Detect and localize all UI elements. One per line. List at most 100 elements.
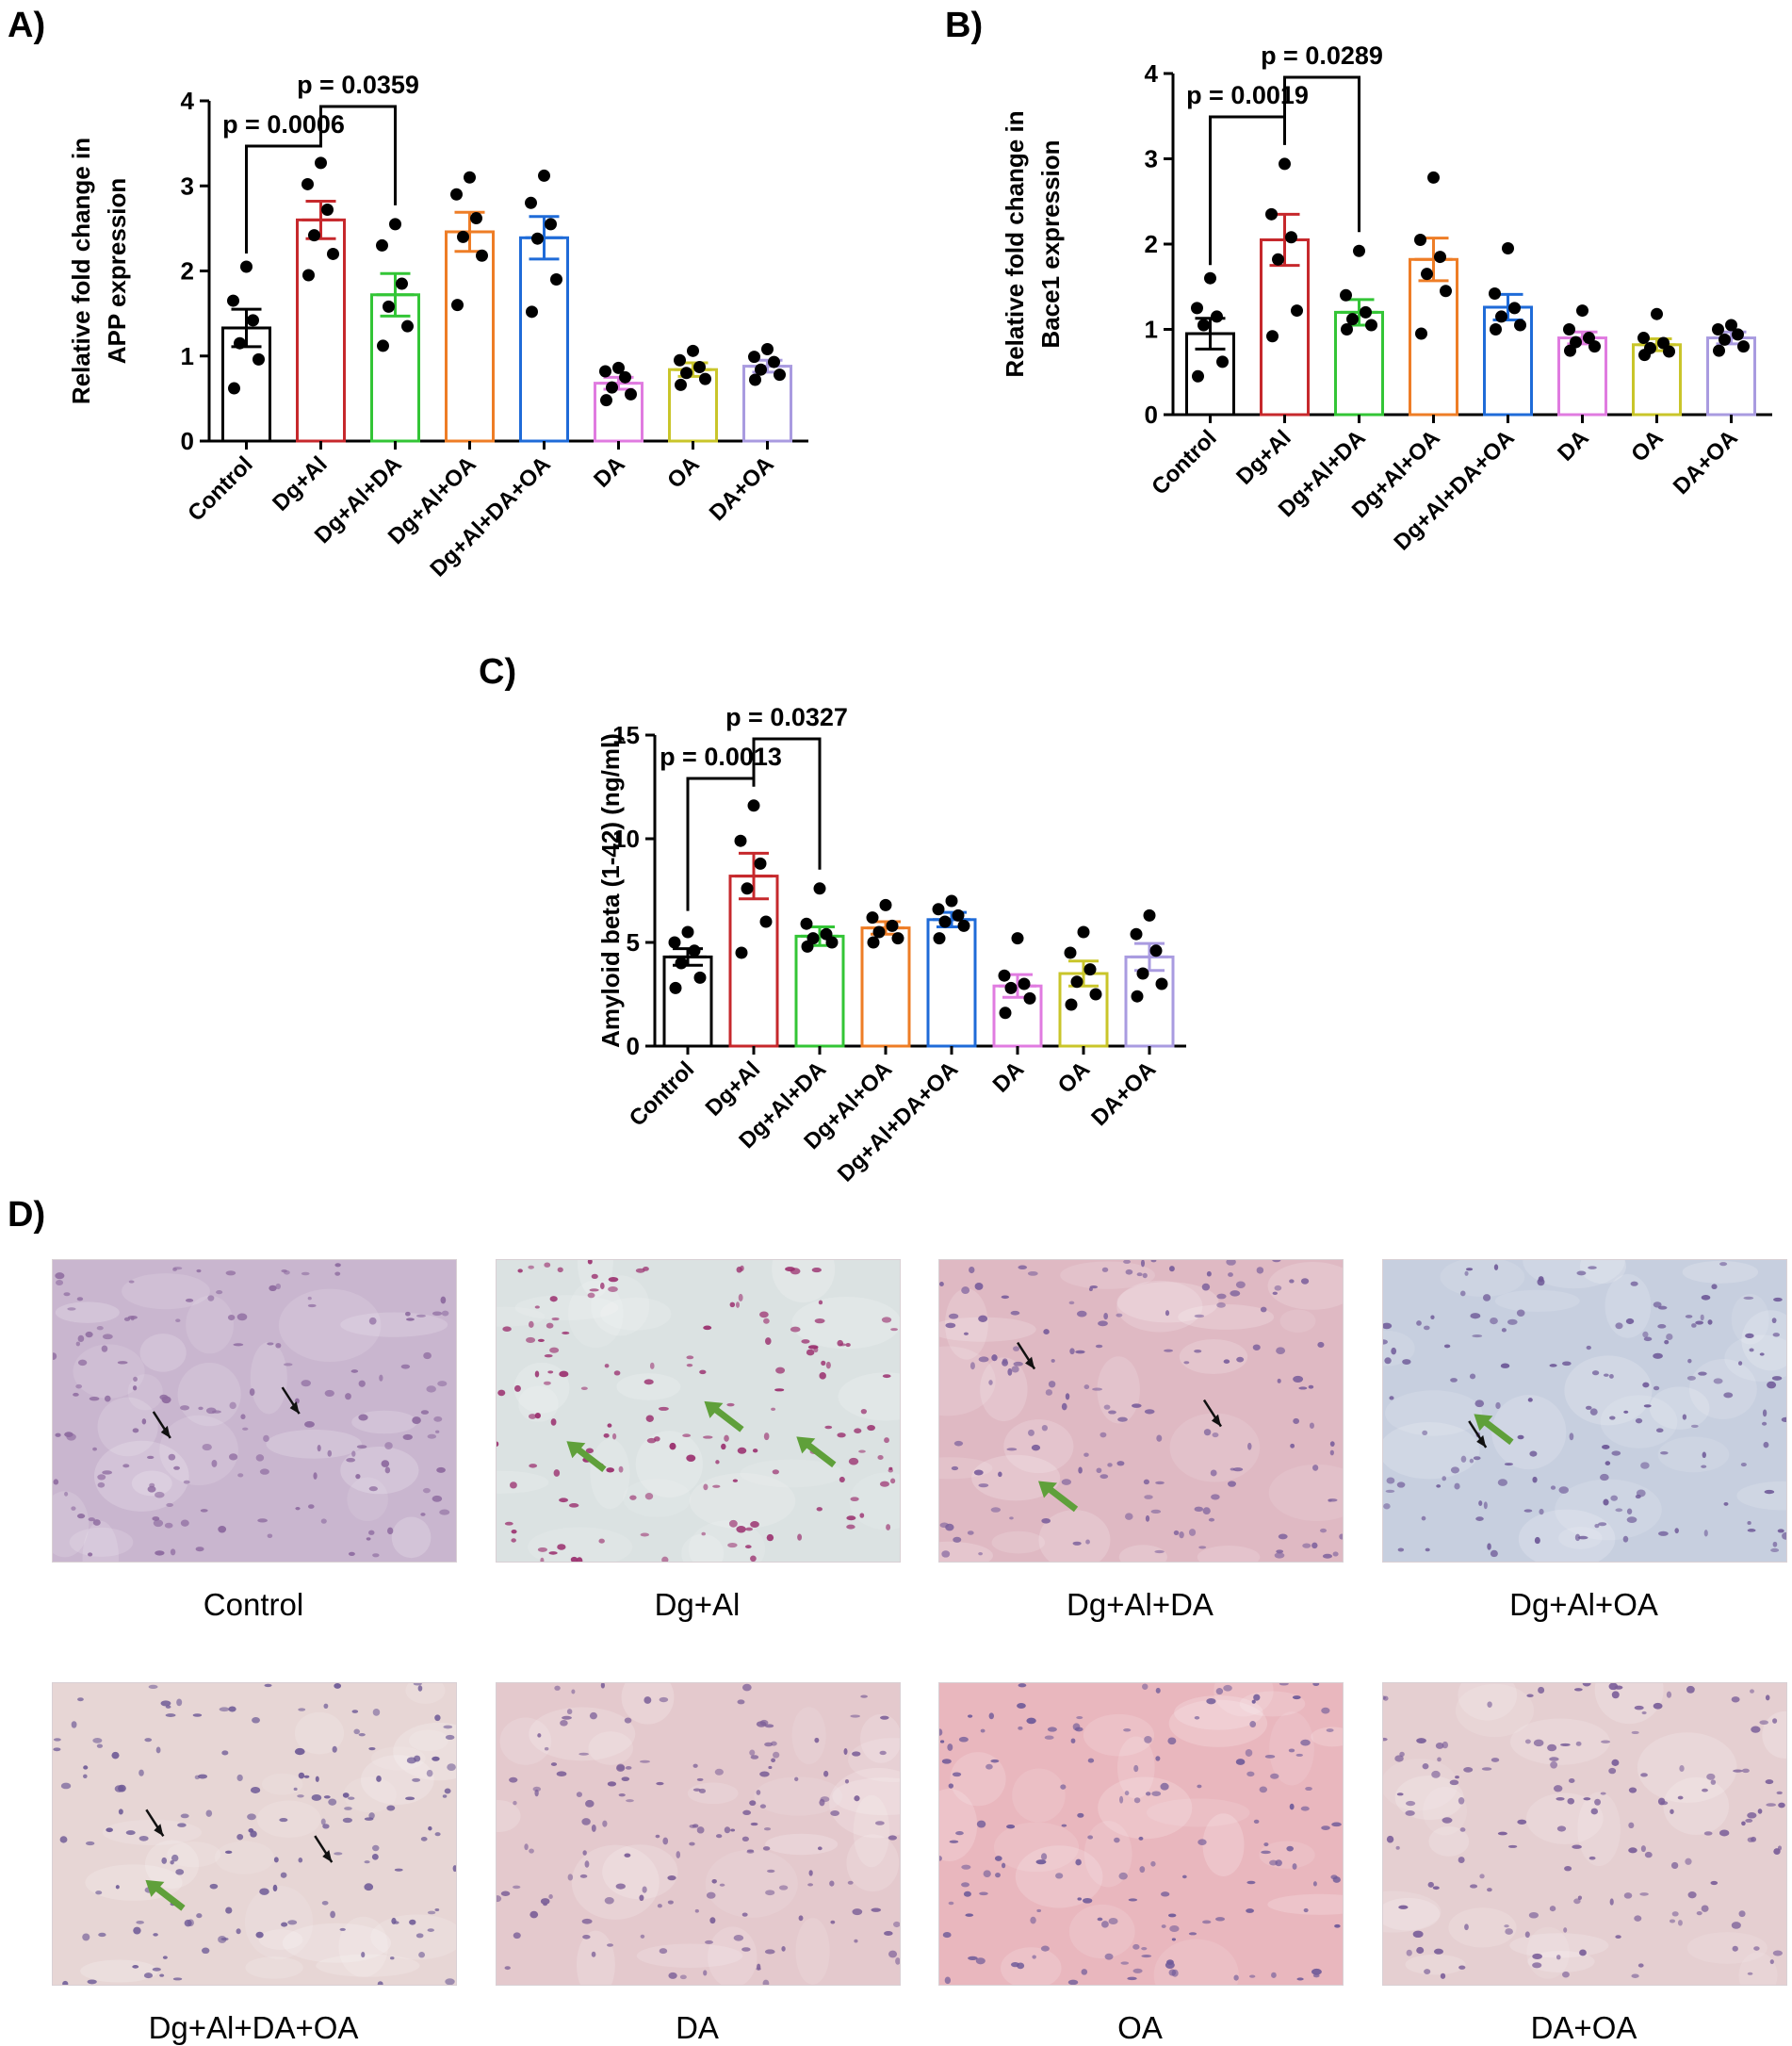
cell-nucleus (764, 1949, 775, 1955)
tissue-texture (343, 1776, 397, 1813)
data-point (872, 925, 886, 939)
cell-nucleus (334, 1263, 341, 1268)
cell-nucleus (372, 1844, 380, 1852)
cell-nucleus (980, 1728, 986, 1733)
data-point (820, 927, 833, 941)
cell-nucleus (1626, 1516, 1637, 1523)
cell-nucleus (55, 1432, 61, 1437)
cell-nucleus (682, 1433, 692, 1438)
data-point (1285, 231, 1297, 244)
tissue-texture (991, 1530, 1046, 1554)
cell-nucleus (1603, 1498, 1609, 1506)
cell-nucleus (427, 1433, 437, 1439)
cell-nucleus (764, 1724, 774, 1728)
cell-nucleus (412, 1777, 421, 1782)
cell-nucleus (611, 1432, 617, 1440)
micrograph-caption: DA+OA (1530, 2010, 1637, 2045)
cell-nucleus (102, 1334, 113, 1340)
cell-nucleus (393, 1921, 399, 1924)
cell-nucleus (797, 1533, 803, 1541)
cell-nucleus (1568, 1777, 1575, 1784)
cell-nucleus (353, 1728, 360, 1735)
data-point (619, 370, 631, 384)
data-point (1340, 288, 1352, 302)
micrograph-caption: Dg+Al+OA (1509, 1587, 1658, 1622)
cell-nucleus (409, 1919, 416, 1925)
cell-nucleus (578, 1752, 589, 1756)
x-tick-label: Dg+Al (701, 1056, 766, 1121)
cell-nucleus (1731, 1696, 1740, 1703)
cell-nucleus (364, 1883, 374, 1891)
cell-nucleus (750, 1755, 759, 1760)
data-point (1089, 988, 1102, 1001)
cell-nucleus (85, 1331, 93, 1338)
cell-nucleus (1749, 1348, 1754, 1352)
bar-dg-al (728, 875, 779, 1048)
cell-nucleus (845, 1343, 851, 1348)
cell-nucleus (284, 1269, 290, 1275)
cell-nucleus (1608, 1767, 1617, 1775)
x-tick-label: Control (1147, 425, 1221, 499)
cell-nucleus (1686, 1685, 1695, 1694)
cell-nucleus (1068, 1301, 1075, 1305)
tissue-texture (82, 1520, 120, 1562)
cell-nucleus (1421, 1515, 1426, 1521)
data-point (675, 957, 688, 970)
cell-nucleus (1246, 1908, 1255, 1913)
cell-nucleus (504, 1521, 513, 1526)
cell-nucleus (1290, 1443, 1295, 1449)
cell-nucleus (295, 1506, 301, 1511)
cell-nucleus (608, 1276, 619, 1283)
cell-nucleus (389, 1956, 395, 1960)
cell-nucleus (559, 1498, 569, 1503)
cell-nucleus (1151, 1791, 1162, 1796)
cell-nucleus (528, 1265, 534, 1269)
tissue-texture (1116, 1282, 1219, 1323)
cell-nucleus (1194, 1715, 1200, 1720)
cell-nucleus (1271, 1972, 1277, 1978)
cell-nucleus (1641, 1710, 1647, 1715)
cell-nucleus (998, 1471, 1002, 1478)
cell-nucleus (433, 1416, 443, 1422)
cell-nucleus (579, 1874, 588, 1878)
cell-nucleus (1212, 1432, 1219, 1438)
cell-nucleus (1747, 1972, 1753, 1975)
cell-nucleus (1698, 1371, 1707, 1376)
cell-nucleus (1386, 1835, 1394, 1843)
cell-nucleus (599, 1282, 605, 1290)
cell-nucleus (618, 1792, 626, 1797)
tissue-texture (256, 1800, 321, 1839)
cell-nucleus (1116, 1461, 1125, 1466)
cell-nucleus (1585, 1405, 1592, 1410)
cell-nucleus (953, 1536, 962, 1543)
panel-label-d: D) (8, 1195, 46, 1235)
cell-nucleus (1442, 1817, 1453, 1824)
cell-nucleus (1576, 1270, 1587, 1276)
cell-nucleus (1278, 1533, 1288, 1540)
cell-nucleus (829, 1880, 835, 1887)
cell-nucleus (118, 1809, 123, 1815)
cell-nucleus (148, 1684, 158, 1689)
cell-nucleus (750, 1822, 758, 1826)
cell-nucleus (649, 1362, 655, 1369)
data-point (1502, 242, 1514, 255)
cell-nucleus (1300, 1806, 1310, 1811)
cell-nucleus (662, 1837, 669, 1845)
cell-nucleus (534, 1305, 540, 1309)
cell-nucleus (719, 1883, 725, 1887)
cell-nucleus (1235, 1759, 1246, 1765)
cell-nucleus (161, 1396, 171, 1404)
cell-nucleus (227, 1314, 236, 1321)
cell-nucleus (220, 1937, 229, 1941)
tissue-texture (513, 1362, 570, 1414)
cell-nucleus (162, 1956, 168, 1959)
cell-nucleus (1707, 1319, 1713, 1325)
cell-nucleus (1481, 1767, 1492, 1771)
cell-nucleus (733, 1935, 744, 1941)
cell-nucleus (1655, 1428, 1664, 1433)
cell-nucleus (703, 1325, 712, 1331)
cell-nucleus (368, 1812, 375, 1820)
cell-nucleus (1114, 1837, 1120, 1843)
cell-nucleus (281, 1922, 288, 1927)
cell-nucleus (1188, 1932, 1197, 1936)
